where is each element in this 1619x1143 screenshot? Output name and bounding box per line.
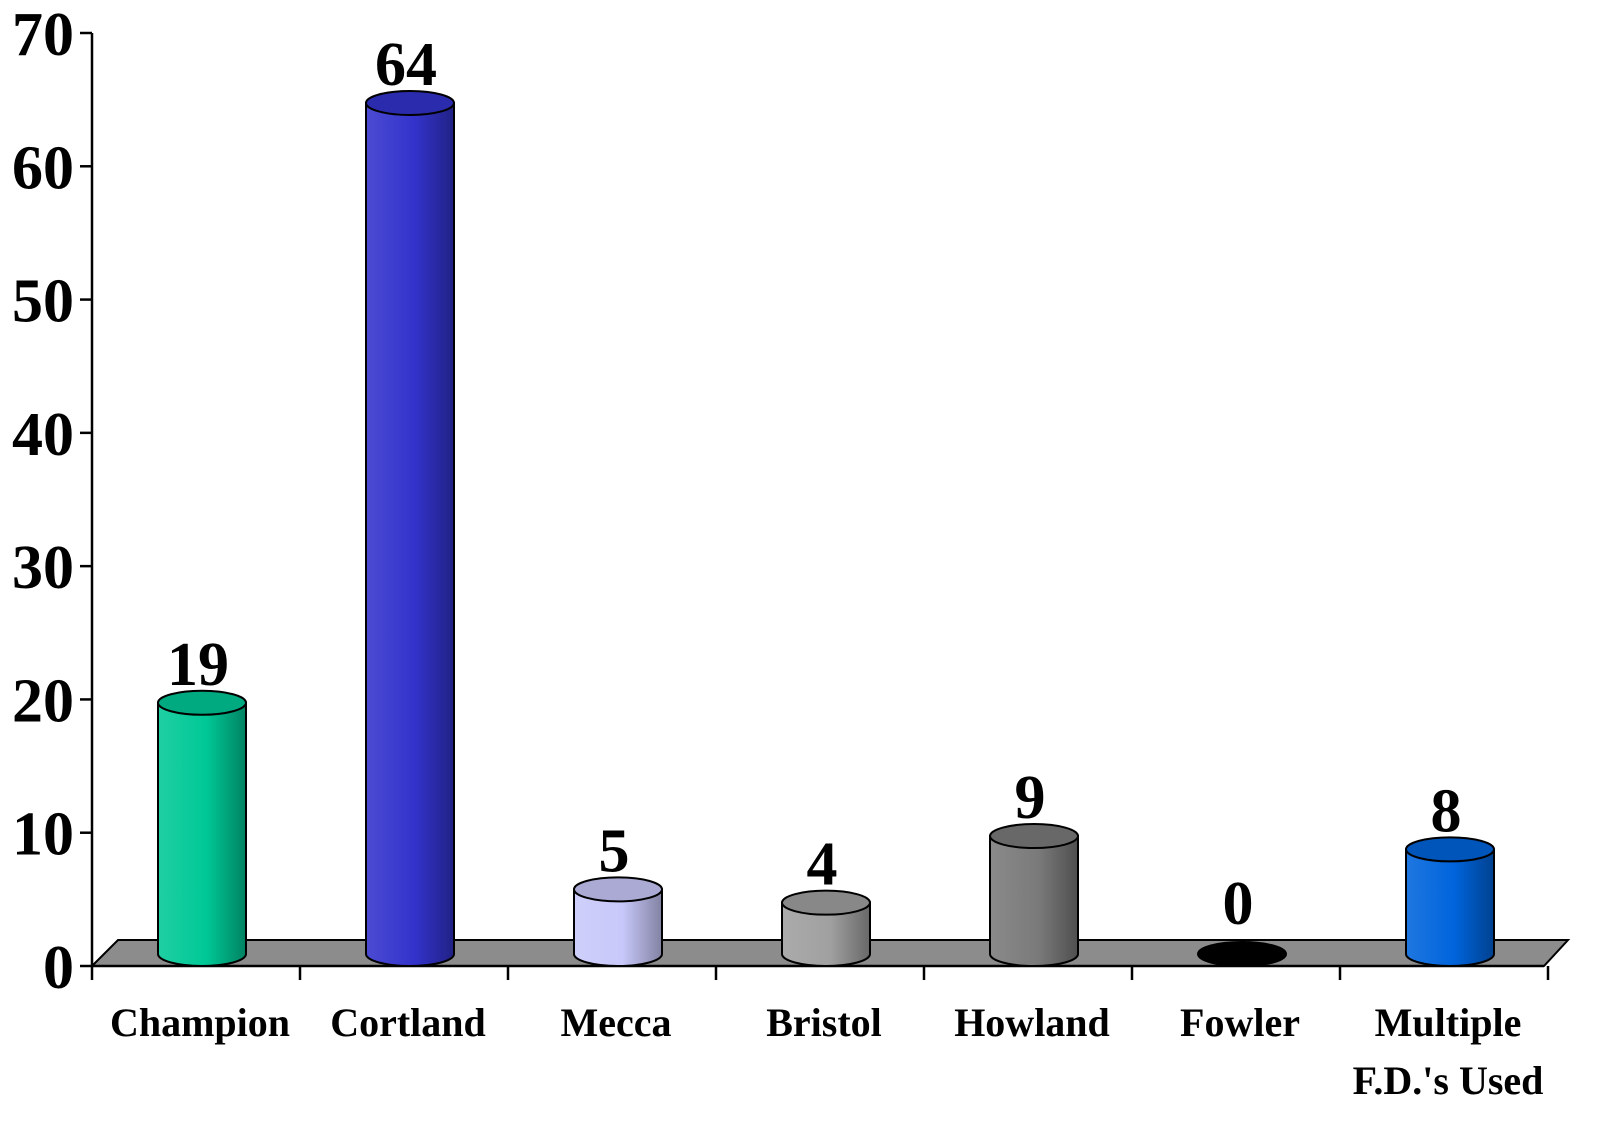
x-tick-label-6: F.D.'s Used xyxy=(1353,1058,1544,1103)
bar-top-1 xyxy=(365,89,455,116)
y-tick-label: 60 xyxy=(12,134,74,202)
bar-top-6 xyxy=(1405,836,1495,863)
y-tick-label: 40 xyxy=(12,401,74,469)
data-label-1: 64 xyxy=(375,31,437,99)
y-tick-label: 70 xyxy=(12,1,74,69)
data-label-4: 9 xyxy=(1015,764,1046,832)
bar-top-2 xyxy=(573,876,663,903)
bar-top-3 xyxy=(781,889,871,916)
x-tick-label-2: Mecca xyxy=(560,1000,671,1045)
bar-3 xyxy=(781,901,871,967)
x-tick-label-4: Howland xyxy=(954,1000,1110,1045)
bar-top-0 xyxy=(157,689,247,716)
chart-bars xyxy=(157,89,1495,967)
y-tick-label: 0 xyxy=(43,934,74,1002)
bar-2 xyxy=(573,888,663,967)
x-tick-label-1: Cortland xyxy=(330,1000,486,1045)
y-tick-label: 20 xyxy=(12,667,74,735)
x-tick-label-0: Champion xyxy=(110,1000,290,1045)
data-label-6: 8 xyxy=(1431,777,1462,845)
bar-4 xyxy=(989,835,1079,967)
x-tick-label-6: Multiple xyxy=(1375,1000,1522,1045)
x-tick-label-3: Bristol xyxy=(766,1000,882,1045)
y-tick-label: 50 xyxy=(12,268,74,336)
data-label-3: 4 xyxy=(807,831,838,899)
bar-1 xyxy=(365,101,455,967)
x-tick-label-5: Fowler xyxy=(1180,1000,1300,1045)
chart-labels: 19 Champion 64 Cortland 5 Mecca 4 Bristol 9 Howla… xyxy=(110,31,1543,1103)
data-label-2: 5 xyxy=(599,817,630,885)
bar-6 xyxy=(1405,848,1495,967)
data-label-0: 19 xyxy=(167,631,229,699)
bar-5 xyxy=(1197,941,1287,967)
y-tick-label: 10 xyxy=(12,801,74,869)
bar-top-4 xyxy=(989,823,1079,850)
y-tick-label: 30 xyxy=(12,534,74,602)
bar-0 xyxy=(157,701,247,967)
data-label-5: 0 xyxy=(1223,870,1254,938)
